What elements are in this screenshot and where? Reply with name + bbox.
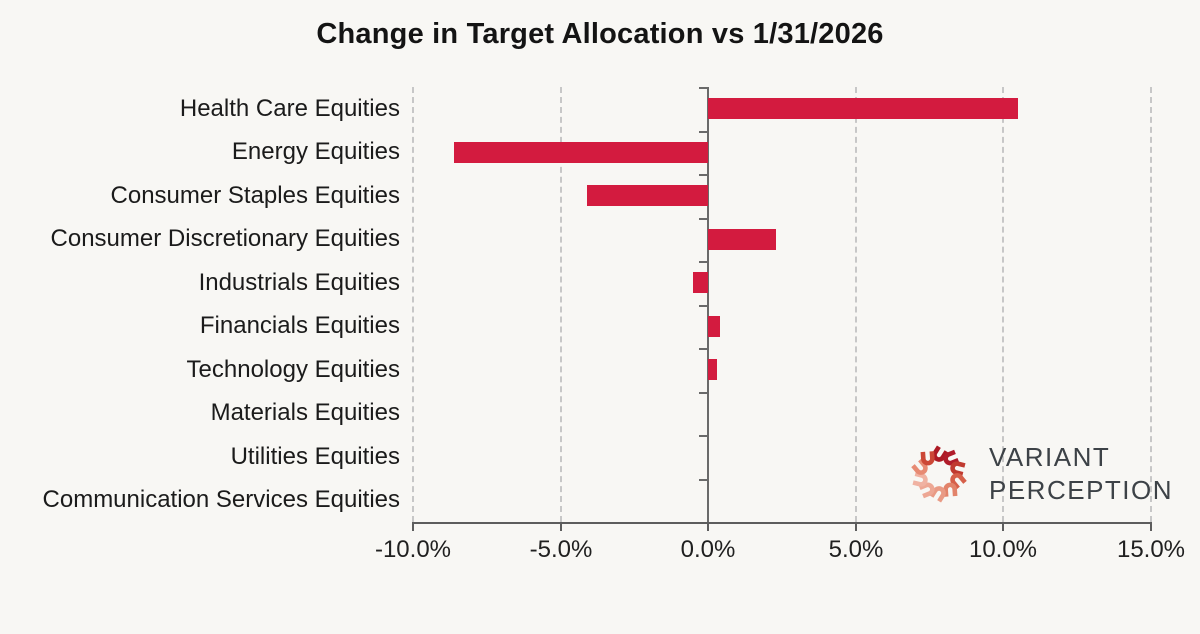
logo-mark-segment — [918, 482, 935, 499]
category-label: Industrials Equities — [198, 269, 400, 296]
logo-mark-segment — [950, 473, 967, 490]
logo-mark-segment — [943, 482, 958, 497]
bar-financials-equities — [708, 316, 720, 337]
x-axis-tick — [412, 524, 414, 531]
logo-mark-segment — [911, 458, 928, 475]
logo-mark-segment — [932, 445, 949, 462]
category-label: Technology Equities — [186, 356, 400, 383]
x-axis-tick — [560, 524, 562, 531]
row-tick — [699, 87, 707, 89]
bar-consumer-discretionary-equities — [708, 229, 776, 250]
x-axis-line — [412, 522, 1152, 524]
category-label: Communication Services Equities — [42, 486, 400, 513]
bar-technology-equities — [708, 359, 717, 380]
gridline — [560, 87, 562, 522]
row-tick — [699, 348, 707, 350]
x-tick-label: -5.0% — [529, 536, 593, 563]
category-label: Energy Equities — [231, 138, 400, 165]
category-label: Financials Equities — [199, 312, 400, 339]
logo-mark-segment — [929, 486, 946, 503]
x-tick-label: 5.0% — [828, 536, 884, 563]
category-label: Health Care Equities — [179, 95, 400, 122]
x-axis-tick — [707, 524, 709, 531]
row-tick — [699, 218, 707, 220]
gridline — [855, 87, 857, 522]
logo-mark-segment — [943, 449, 960, 466]
category-label: Utilities Equities — [230, 443, 400, 470]
row-tick — [699, 261, 707, 263]
row-tick — [699, 479, 707, 481]
chart-title: Change in Target Allocation vs 1/31/2026 — [316, 18, 884, 50]
logo-line1: VARIANT — [989, 442, 1111, 472]
variant-perception-logo: VARIANT PERCEPTION — [903, 438, 1173, 510]
logo-wordmark: VARIANT PERCEPTION — [989, 441, 1173, 507]
x-axis-tick — [1150, 524, 1152, 531]
row-tick — [699, 305, 707, 307]
row-tick — [699, 435, 707, 437]
x-axis-tick — [1002, 524, 1004, 531]
category-label: Consumer Staples Equities — [110, 182, 400, 209]
category-label: Consumer Discretionary Equities — [50, 225, 400, 252]
logo-spiral-icon — [911, 445, 967, 503]
zero-axis-line — [707, 87, 709, 522]
row-tick — [699, 174, 707, 176]
x-tick-label: 0.0% — [680, 536, 736, 563]
logo-mark-segment — [920, 451, 935, 466]
bar-energy-equities — [454, 142, 708, 163]
x-tick-label: 15.0% — [1116, 536, 1186, 563]
x-tick-label: -10.0% — [374, 536, 452, 563]
bar-industrials-equities — [693, 272, 708, 293]
logo-line2: PERCEPTION — [989, 475, 1174, 505]
row-tick — [699, 131, 707, 133]
gridline — [412, 87, 414, 522]
row-tick — [699, 392, 707, 394]
logo-mark-segment — [912, 471, 928, 487]
gridline — [1150, 87, 1152, 522]
bar-consumer-staples-equities — [587, 185, 708, 206]
logo-mark-segment — [950, 461, 966, 477]
bar-health-care-equities — [708, 98, 1018, 119]
x-tick-label: 10.0% — [968, 536, 1038, 563]
x-axis-tick — [855, 524, 857, 531]
gridline — [1002, 87, 1004, 522]
category-label: Materials Equities — [210, 399, 400, 426]
